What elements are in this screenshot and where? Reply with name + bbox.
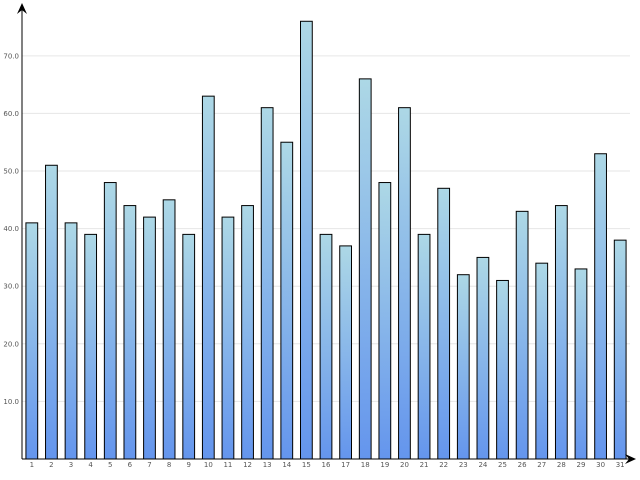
- x-tick-labels: 1 2 3 4 5 6 7 8 9 10 11 12 13 14 15 16 17 18 19 20 21 22 23 24 2…: [30, 461, 625, 469]
- bar: [437, 187, 451, 460]
- bar: [45, 164, 58, 460]
- x-tick-label: 31: [616, 461, 625, 469]
- bar: [25, 222, 39, 460]
- x-tick-label: 4: [88, 461, 93, 469]
- y-tick-label: 20.0: [3, 340, 19, 348]
- bar: [613, 239, 627, 460]
- bar: [123, 205, 137, 460]
- x-tick-label: 26: [518, 461, 527, 469]
- x-tick-label: 7: [147, 461, 151, 469]
- x-tick-label: 18: [361, 461, 370, 469]
- x-tick-label: 14: [282, 461, 291, 469]
- bar: [84, 233, 98, 460]
- x-tick-label: 27: [537, 461, 546, 469]
- x-tick-label: 16: [322, 461, 331, 469]
- x-tick-label: 5: [108, 461, 112, 469]
- bar: [339, 245, 352, 460]
- x-tick-label: 8: [167, 461, 171, 469]
- bar: [456, 274, 470, 460]
- x-tick-label: 30: [596, 461, 605, 469]
- y-tick-label: 30.0: [3, 283, 19, 291]
- x-tick-label: 28: [557, 461, 566, 469]
- x-tick-label: 13: [263, 461, 272, 469]
- y-tick-label: 10.0: [3, 398, 19, 406]
- y-tick-labels: 10.0 20.0 30.0 40.0 50.0 60.0 70.0: [3, 52, 19, 406]
- bar: [476, 256, 490, 460]
- bar: [378, 182, 392, 460]
- x-tick-label: 22: [439, 461, 448, 469]
- x-tick-label: 29: [577, 461, 586, 469]
- bar: [496, 279, 509, 460]
- x-axis-arrow-icon: [625, 454, 636, 464]
- x-tick-label: 10: [204, 461, 213, 469]
- bar: [574, 268, 588, 460]
- x-tick-label: 19: [380, 461, 389, 469]
- x-tick-label: 21: [420, 461, 429, 469]
- x-tick-label: 20: [400, 461, 409, 469]
- x-tick-label: 1: [30, 461, 34, 469]
- bar: [515, 210, 529, 460]
- axes: [17, 3, 636, 464]
- bar: [143, 216, 156, 460]
- x-tick-label: 6: [128, 461, 133, 469]
- bar: [241, 205, 254, 460]
- bar: [554, 205, 568, 460]
- bar: [64, 222, 78, 460]
- bar: [319, 233, 333, 460]
- x-tick-label: 11: [223, 461, 232, 469]
- bar: [398, 107, 411, 460]
- bar: [201, 95, 215, 460]
- y-tick-label: 40.0: [3, 225, 19, 233]
- bar: [535, 262, 549, 460]
- bar: [221, 216, 235, 460]
- y-tick-label: 70.0: [3, 52, 19, 60]
- bar: [162, 199, 176, 460]
- x-tick-label: 12: [243, 461, 252, 469]
- bar: [103, 182, 117, 460]
- bar: [280, 141, 294, 460]
- bar: [300, 20, 313, 460]
- x-tick-label: 3: [69, 461, 73, 469]
- x-tick-label: 24: [478, 461, 487, 469]
- y-tick-label: 60.0: [3, 110, 19, 118]
- bar: [182, 233, 196, 460]
- bar: [594, 153, 607, 460]
- bar: [358, 78, 372, 460]
- x-tick-label: 23: [459, 461, 468, 469]
- x-tick-label: 15: [302, 461, 311, 469]
- x-tick-label: 25: [498, 461, 507, 469]
- x-tick-label: 2: [49, 461, 53, 469]
- bar: [260, 107, 274, 460]
- bars: [25, 20, 627, 460]
- y-tick-label: 50.0: [3, 168, 19, 176]
- bar: [417, 233, 431, 460]
- x-tick-label: 9: [186, 461, 190, 469]
- x-tick-label: 17: [341, 461, 350, 469]
- y-axis-arrow-icon: [17, 3, 27, 14]
